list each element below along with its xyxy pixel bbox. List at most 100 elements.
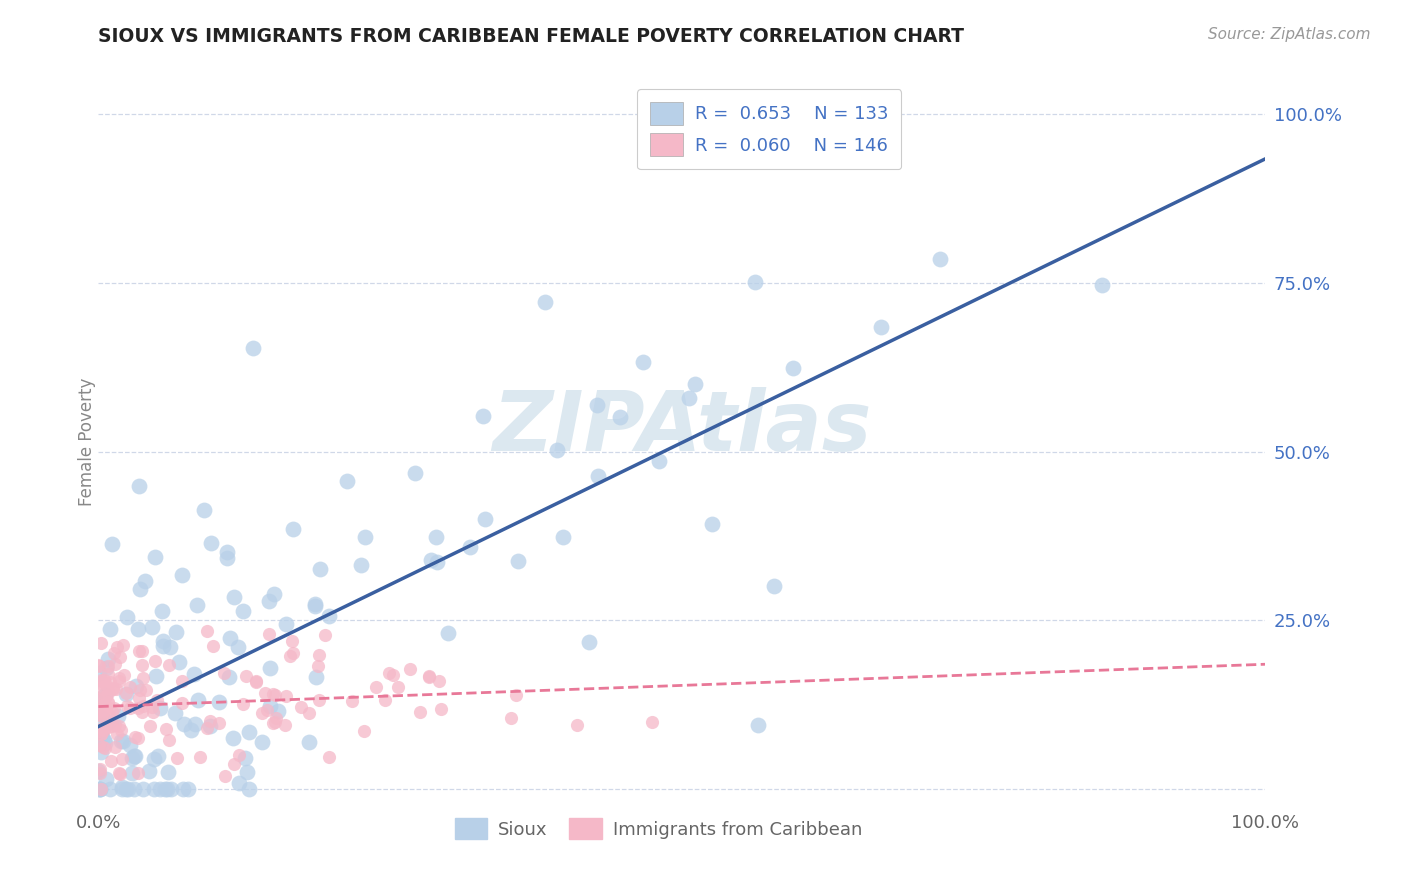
Point: [115, 686, 138, 700]
Point: [354, 530, 377, 544]
Point: [238, 725, 260, 739]
Point: [87, 695, 110, 709]
Point: [1091, 278, 1114, 293]
Point: [641, 714, 664, 729]
Point: [128, 644, 150, 658]
Point: [104, 717, 127, 731]
Point: [149, 782, 172, 797]
Point: [129, 582, 152, 597]
Point: [551, 530, 574, 544]
Point: [118, 700, 141, 714]
Point: [195, 721, 218, 735]
Point: [143, 654, 166, 668]
Point: [567, 718, 589, 732]
Point: [124, 748, 146, 763]
Point: [235, 669, 257, 683]
Point: [377, 665, 399, 680]
Point: [94, 720, 117, 734]
Point: [157, 764, 180, 779]
Point: [744, 275, 766, 289]
Point: [96, 772, 118, 786]
Point: [426, 555, 449, 569]
Point: [97, 720, 120, 734]
Point: [97, 686, 120, 700]
Point: [242, 341, 264, 355]
Point: [134, 574, 156, 588]
Point: [90, 673, 112, 688]
Point: [100, 706, 122, 720]
Point: [110, 734, 132, 748]
Point: [252, 734, 274, 748]
Point: [257, 594, 280, 608]
Point: [132, 782, 155, 797]
Point: [218, 670, 240, 684]
Point: [105, 681, 128, 696]
Point: [101, 682, 124, 697]
Point: [94, 741, 117, 756]
Point: [256, 703, 278, 717]
Point: [399, 663, 422, 677]
Point: [128, 691, 150, 706]
Point: [89, 766, 111, 780]
Point: [217, 544, 239, 558]
Point: [97, 695, 120, 709]
Y-axis label: Female Poverty: Female Poverty: [79, 377, 96, 506]
Point: [418, 668, 440, 682]
Point: [188, 750, 211, 764]
Point: [304, 597, 326, 611]
Point: [103, 739, 125, 754]
Point: [93, 732, 115, 747]
Point: [153, 782, 176, 797]
Point: [87, 657, 110, 672]
Point: [236, 764, 259, 779]
Point: [90, 727, 112, 741]
Point: [267, 705, 290, 719]
Point: [232, 698, 254, 712]
Point: [281, 634, 304, 648]
Point: [157, 732, 180, 747]
Point: [121, 766, 143, 780]
Point: [107, 709, 129, 723]
Point: [124, 679, 146, 693]
Point: [458, 540, 481, 554]
Point: [94, 698, 117, 713]
Point: [132, 698, 155, 713]
Point: [374, 693, 396, 707]
Point: [262, 716, 284, 731]
Point: [89, 782, 111, 797]
Point: [127, 766, 149, 780]
Point: [430, 702, 453, 716]
Point: [94, 736, 117, 750]
Point: [173, 716, 195, 731]
Point: [238, 782, 260, 797]
Point: [259, 626, 281, 640]
Point: [259, 699, 281, 714]
Point: [89, 763, 111, 777]
Point: [408, 705, 430, 719]
Point: [318, 609, 340, 624]
Point: [281, 522, 304, 536]
Point: [87, 692, 110, 706]
Point: [131, 705, 153, 719]
Point: [436, 626, 458, 640]
Point: [98, 623, 121, 637]
Point: [160, 782, 183, 797]
Point: [93, 688, 115, 702]
Point: [110, 782, 132, 797]
Point: [254, 686, 277, 700]
Point: [166, 751, 188, 765]
Point: [364, 680, 387, 694]
Point: [100, 719, 122, 733]
Point: [340, 694, 363, 708]
Point: [506, 554, 529, 568]
Point: [678, 391, 700, 405]
Point: [87, 724, 110, 739]
Point: [683, 376, 706, 391]
Point: [222, 731, 245, 745]
Point: [101, 537, 124, 551]
Point: [146, 692, 169, 706]
Point: [172, 696, 194, 710]
Point: [318, 750, 340, 764]
Point: [193, 503, 215, 517]
Point: [472, 409, 495, 423]
